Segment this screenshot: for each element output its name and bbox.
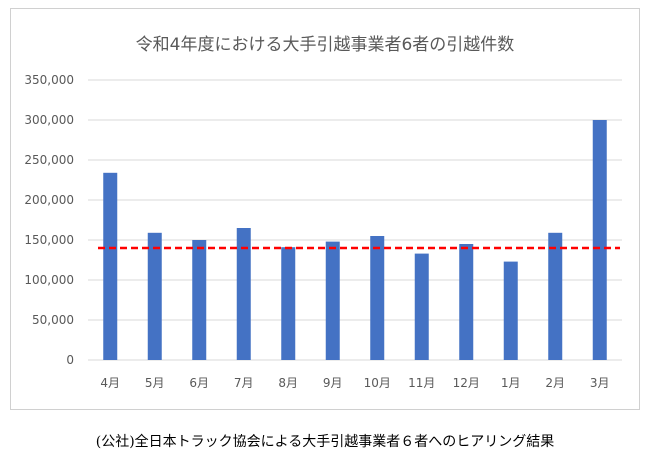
y-tick-label: 100,000 <box>24 273 74 287</box>
bar-6月 <box>192 240 207 360</box>
x-tick-label: 7月 <box>234 376 254 390</box>
x-tick-label: 11月 <box>408 376 435 390</box>
y-tick-label: 50,000 <box>32 313 74 327</box>
bar-7月 <box>236 228 251 360</box>
y-tick-label: 0 <box>66 353 74 367</box>
y-tick-label: 200,000 <box>24 193 74 207</box>
bar-3月 <box>592 120 607 360</box>
x-tick-label: 5月 <box>145 376 165 390</box>
bar-1月 <box>503 261 518 360</box>
bar-10月 <box>370 236 385 360</box>
x-tick-label: 6月 <box>189 376 209 390</box>
chart-title: 令和4年度における大手引越事業者6者の引越件数 <box>135 35 515 55</box>
x-tick-label: 12月 <box>453 376 480 390</box>
chart-frame <box>10 8 640 410</box>
x-tick-label: 1月 <box>501 376 521 390</box>
bar-12月 <box>459 244 474 360</box>
bar-11月 <box>414 253 429 360</box>
y-tick-label: 150,000 <box>24 233 74 247</box>
bar-5月 <box>147 232 162 360</box>
bar-4月 <box>103 172 118 360</box>
x-tick-label: 3月 <box>590 376 610 390</box>
x-tick-label: 9月 <box>323 376 343 390</box>
bar-8月 <box>281 247 296 360</box>
y-tick-label: 300,000 <box>24 113 74 127</box>
x-tick-label: 4月 <box>100 376 120 390</box>
bar-9月 <box>325 241 340 360</box>
bar-2月 <box>548 232 563 360</box>
y-tick-label: 350,000 <box>24 73 74 87</box>
x-tick-label: 2月 <box>545 376 565 390</box>
x-tick-label: 10月 <box>364 376 391 390</box>
chart-caption: (公社)全日本トラック協会による大手引越事業者６者へのヒアリング結果 <box>95 434 555 450</box>
y-tick-label: 250,000 <box>24 153 74 167</box>
x-tick-label: 8月 <box>278 376 298 390</box>
